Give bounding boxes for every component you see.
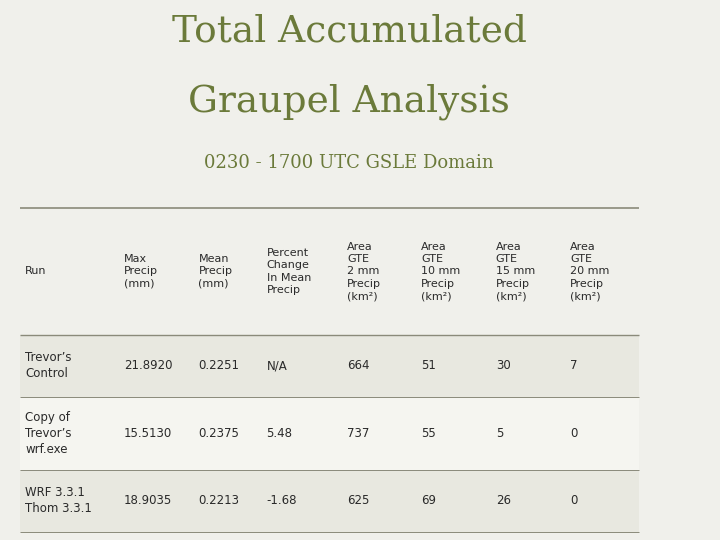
Text: Area
GTE
15 mm
Precip
(km²): Area GTE 15 mm Precip (km²): [495, 241, 535, 301]
Text: 5.48: 5.48: [266, 427, 292, 440]
Bar: [19, 470, 639, 532]
Text: WRF 3.3.1
Thom 3.3.1: WRF 3.3.1 Thom 3.3.1: [25, 487, 92, 515]
Text: 30: 30: [495, 359, 510, 373]
Bar: [19, 397, 639, 470]
Text: Run: Run: [25, 266, 47, 276]
Text: 18.9035: 18.9035: [124, 494, 172, 508]
Text: 0.2213: 0.2213: [199, 494, 240, 508]
Text: 0230 - 1700 UTC GSLE Domain: 0230 - 1700 UTC GSLE Domain: [204, 154, 494, 172]
Text: 15.5130: 15.5130: [124, 427, 172, 440]
Text: Mean
Precip
(mm): Mean Precip (mm): [199, 254, 233, 289]
Text: 664: 664: [347, 359, 369, 373]
Text: Trevor’s
Control: Trevor’s Control: [25, 352, 71, 380]
Text: 0.2375: 0.2375: [199, 427, 239, 440]
Text: 0: 0: [570, 494, 577, 508]
Text: 21.8920: 21.8920: [124, 359, 173, 373]
Text: 7: 7: [570, 359, 577, 373]
Text: 55: 55: [421, 427, 436, 440]
Text: Max
Precip
(mm): Max Precip (mm): [124, 254, 158, 289]
Text: N/A: N/A: [266, 359, 287, 373]
Text: 26: 26: [495, 494, 510, 508]
Text: -1.68: -1.68: [266, 494, 297, 508]
Text: Percent
Change
In Mean
Precip: Percent Change In Mean Precip: [266, 248, 311, 295]
Text: 5: 5: [495, 427, 503, 440]
Text: 737: 737: [347, 427, 369, 440]
Text: 625: 625: [347, 494, 369, 508]
Text: Total Accumulated: Total Accumulated: [172, 14, 526, 50]
Text: Graupel Analysis: Graupel Analysis: [189, 84, 510, 120]
Text: Area
GTE
20 mm
Precip
(km²): Area GTE 20 mm Precip (km²): [570, 241, 609, 301]
Text: 0: 0: [570, 427, 577, 440]
Bar: [19, 335, 639, 397]
Text: Area
GTE
2 mm
Precip
(km²): Area GTE 2 mm Precip (km²): [347, 241, 381, 301]
Text: 0.2251: 0.2251: [199, 359, 240, 373]
Text: 51: 51: [421, 359, 436, 373]
Text: 69: 69: [421, 494, 436, 508]
Text: Area
GTE
10 mm
Precip
(km²): Area GTE 10 mm Precip (km²): [421, 241, 461, 301]
Text: Copy of
Trevor’s
wrf.exe: Copy of Trevor’s wrf.exe: [25, 411, 71, 456]
